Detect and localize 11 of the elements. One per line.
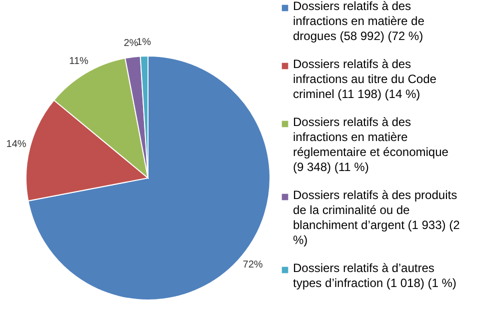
legend-label: Dossiers relatifs à des produits de la criminalité ou de blanchiment d’argent (1 933) (2 %): [293, 188, 460, 247]
data-label: 72%: [242, 260, 263, 271]
data-label: 2%: [124, 38, 138, 50]
legend-label: Dossiers relatifs à d’autres types d’infraction (1 018) (1 %): [293, 261, 456, 290]
data-label: 1%: [136, 37, 152, 48]
legend-label: Dossiers relatifs à des infractions au titre du Code criminel (11 198) (14 %): [293, 57, 437, 101]
data-label: 11%: [69, 56, 89, 67]
pie-slice: [28, 56, 270, 300]
data-label: 14%: [6, 139, 26, 150]
legend-label: Dossiers relatifs à des infractions en matière réglementaire et économique (9 348) (11 %): [293, 115, 449, 174]
legend-label: Dossiers relatifs à des infractions en matière de drogues (58 992) (72 %): [293, 0, 425, 43]
